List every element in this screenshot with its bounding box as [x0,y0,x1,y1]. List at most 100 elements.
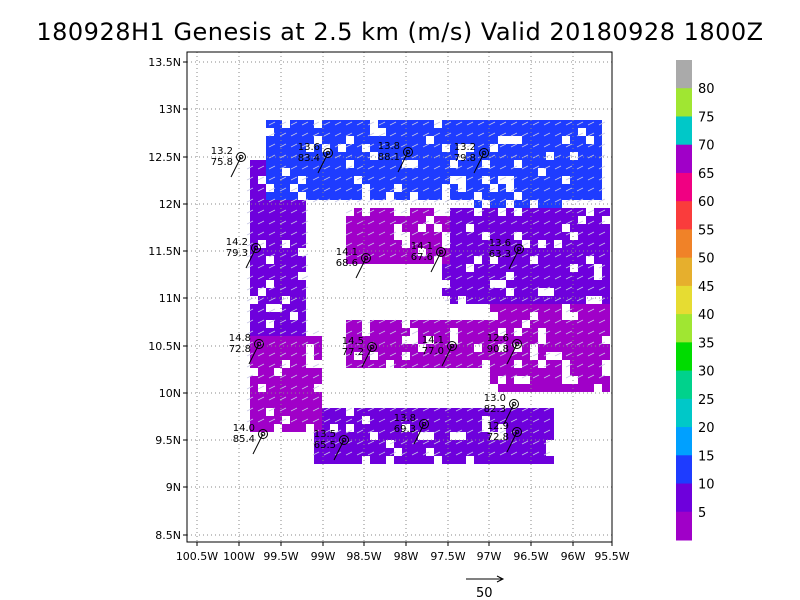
dropsonde-marker: 14.577.2 [342,336,377,368]
observation-value-bottom: 75.8 [211,157,233,168]
colorbar: 5 10 15 20 25 30 35 40 45 50 55 60 65 70 75 80 [676,60,715,541]
longitude-tick-label: 100.5W [176,550,218,563]
observation-value-top: 13.5 [314,429,336,440]
longitude-tick-label: 100W [223,550,255,563]
observation-value-bottom: 82.3 [484,404,506,415]
colorbar-swatch [676,88,692,117]
dropsonde-marker: 14.177.0 [422,335,457,367]
observation-value-bottom: 72.8 [229,344,251,355]
dropsonde-marker: 12.690.8 [487,333,522,365]
colorbar-label: 55 [698,223,715,238]
observation-value-top: 13.6 [298,142,320,153]
observation-value-bottom: 72.8 [487,432,509,443]
observation-value-bottom: 77.0 [422,346,444,357]
colorbar-swatch [676,285,692,315]
longitude-tick-label: 99.5W [263,550,298,563]
colorbar-swatch [676,370,692,400]
observation-value-top: 12.6 [487,333,509,344]
observation-value-top: 14.0 [233,423,255,434]
scale-vector: 50 [466,575,505,600]
observation-value-top: 14.2 [226,237,248,248]
colorbar-swatch [676,116,692,146]
plot-frame [186,51,613,543]
latitude-tick-label: 12.5N [148,151,181,164]
colorbar-swatch [676,144,692,174]
latitude-tick-label: 12N [159,198,181,211]
colorbar-swatch [676,398,692,428]
colorbar-label: 50 [698,252,715,267]
observation-value-bottom: 88.1 [378,152,400,163]
colorbar-label: 35 [698,336,715,351]
observation-value-top: 13.8 [394,413,416,424]
dropsonde-marker: 14.279.3 [226,237,261,269]
colorbar-swatch [676,314,692,343]
colorbar-label: 80 [698,82,715,97]
observation-value-top: 13.0 [484,393,506,404]
latitude-tick-label: 11N [159,292,181,305]
longitude-tick-label: 98.5W [346,550,381,563]
observation-value-top: 13.2 [211,146,233,157]
colorbar-swatch [676,60,692,89]
colorbar-label: 30 [698,365,715,380]
longitude-axis: 100.5W 100W 99.5W 99W 98.5W 98W 97.5W 97W 96.5W 9… [176,542,630,563]
observation-value-top: 14.1 [422,335,444,346]
dropsonde-marker: 12.972.8 [487,421,522,453]
dropsonde-marker: 14.085.4 [233,423,268,455]
observation-value-top: 14.8 [229,333,251,344]
observation-value-bottom: 68.6 [336,258,358,269]
latitude-tick-label: 10.5N [148,340,181,353]
colorbar-label: 45 [698,280,715,295]
colorbar-label: 5 [698,506,706,521]
colorbar-label: 25 [698,393,715,408]
observation-value-bottom: 77.2 [342,347,364,358]
latitude-tick-label: 13N [159,103,181,116]
longitude-tick-label: 96.5W [513,550,548,563]
dropsonde-marker: 14.872.8 [229,333,264,365]
latitude-tick-label: 11.5N [148,245,181,258]
observation-value-bottom: 79.8 [454,153,476,164]
colorbar-swatch [676,229,692,259]
colorbar-label: 65 [698,167,715,182]
observation-value-bottom: 83.4 [298,153,320,164]
observation-layer: 13.275.813.683.413.888.113.279.814.279.3… [211,141,524,461]
longitude-tick-label: 97.5W [430,550,465,563]
longitude-tick-label: 97W [477,550,502,563]
colorbar-swatch [676,172,692,202]
colorbar-label: 20 [698,421,715,436]
colorbar-swatch [676,511,692,541]
dropsonde-marker: 14.167.6 [411,241,446,273]
scale-vector-label: 50 [476,586,493,600]
map-title: 180928H1 Genesis at 2.5 km (m/s) Valid 2… [36,18,764,46]
colorbar-label: 60 [698,195,715,210]
observation-value-bottom: 63.3 [489,249,511,260]
observation-value-top: 14.1 [336,247,358,258]
colorbar-label: 40 [698,308,715,323]
observation-value-bottom: 90.8 [487,344,509,355]
dropsonde-marker: 13.683.4 [298,142,333,174]
colorbar-swatch [676,427,692,456]
colorbar-swatch [676,455,692,485]
observation-value-bottom: 65.5 [314,440,336,451]
dropsonde-marker: 13.082.3 [484,393,519,425]
observation-value-top: 13.8 [378,141,400,152]
latitude-tick-label: 9N [166,481,181,494]
latitude-axis: 13.5N 13N 12.5N 12N 11.5N 11N 10.5N 10N 9.5N 9N 8.… [148,56,187,542]
colorbar-swatch [676,483,692,513]
observation-value-top: 14.1 [411,241,433,252]
observation-value-top: 13.2 [454,142,476,153]
observation-value-bottom: 67.6 [411,252,433,263]
colorbar-label: 15 [698,449,715,464]
dropsonde-marker: 13.869.3 [394,413,429,445]
longitude-tick-label: 96W [561,550,586,563]
dropsonde-marker: 13.565.5 [314,429,349,461]
dropsonde-marker: 13.663.3 [489,238,524,270]
colorbar-label: 75 [698,110,715,125]
latitude-tick-label: 10N [159,387,181,400]
colorbar-swatch [676,342,692,372]
dropsonde-marker: 13.888.1 [378,141,413,173]
observation-value-bottom: 69.3 [394,424,416,435]
colorbar-label: 70 [698,139,715,154]
dropsonde-marker: 13.279.8 [454,142,489,174]
observation-value-top: 12.9 [487,421,509,432]
